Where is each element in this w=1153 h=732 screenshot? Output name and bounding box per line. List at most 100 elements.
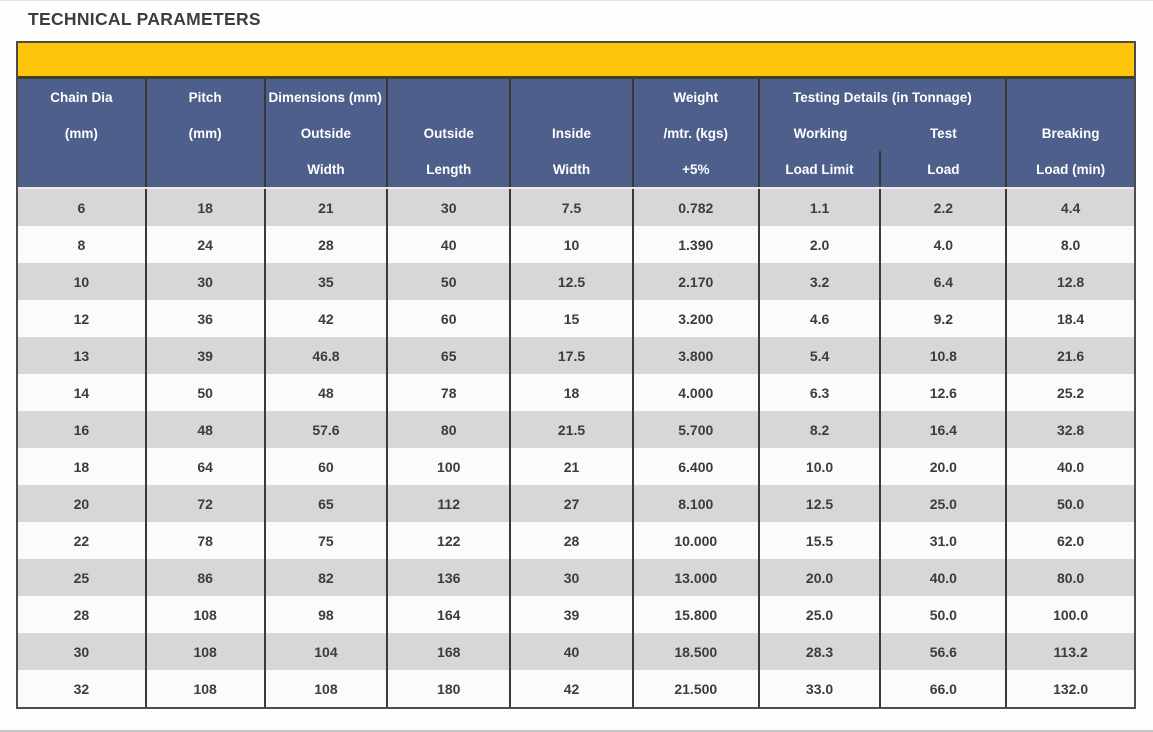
table-cell: 104 xyxy=(266,633,389,670)
table-cell: 78 xyxy=(147,522,266,559)
table-cell: 12.6 xyxy=(881,374,1008,411)
table-cell: 3.2 xyxy=(760,263,882,300)
table-cell: 32.8 xyxy=(1056,421,1085,438)
table-cell: 65 xyxy=(266,485,389,522)
table-cell: 4.6 xyxy=(760,300,882,337)
table-cell: 21.6 xyxy=(1056,347,1085,364)
table-cell: 18 xyxy=(18,448,147,485)
table-cell: 31.0 xyxy=(881,522,1008,559)
table-cell: 2.2 xyxy=(881,189,1008,226)
table-cell: 108 xyxy=(147,633,266,670)
table-cell: 56.6 xyxy=(881,633,1008,670)
table-cell: 30 xyxy=(388,189,512,226)
table-cell: 15.5 xyxy=(760,522,882,559)
header-weight: Weight xyxy=(634,79,760,115)
table-cell: 108 xyxy=(266,670,389,707)
table-row: 16 48 57.6 80 21.5 5.700 8.2 16.4 32.8 xyxy=(18,411,1134,448)
table-cell: 48 xyxy=(147,411,266,448)
header-outside-width-line1: Outside xyxy=(266,115,389,151)
table-cell: 48 xyxy=(266,374,389,411)
header-outside-width-line2: Width xyxy=(266,151,389,187)
table-cell: 168 xyxy=(388,633,512,670)
table-cell: 20.0 xyxy=(881,448,1008,485)
table-row: 8 24 28 40 10 1.390 2.0 4.0 8.0 xyxy=(18,226,1134,263)
table-cell: 82 xyxy=(266,559,389,596)
table-cell: 80.0 xyxy=(1056,569,1085,586)
table-cell: 5.700 xyxy=(634,411,760,448)
table-cell: 10.0 xyxy=(760,448,882,485)
table-cell: 30 xyxy=(147,263,266,300)
table-cell: 100 xyxy=(388,448,512,485)
table-cell: 30 xyxy=(18,633,147,670)
table-cell: 1.1 xyxy=(760,189,882,226)
table-cell: 7.5 xyxy=(511,189,634,226)
table-cell: 6.4 xyxy=(881,263,1008,300)
table-cell: 112 xyxy=(388,485,512,522)
table-row: 20 72 65 112 27 8.100 12.5 25.0 50.0 xyxy=(18,485,1134,522)
header-test-line1: Test xyxy=(881,115,1008,151)
table-cell: 42 xyxy=(266,300,389,337)
table-cell: 50.0 xyxy=(1056,495,1085,512)
table-cell: 33.0 xyxy=(760,670,882,707)
table-cell: 122 xyxy=(388,522,512,559)
table-cell: 12.5 xyxy=(760,485,882,522)
table-cell: 36 xyxy=(147,300,266,337)
table-cell: 2.170 xyxy=(634,263,760,300)
table-cell: 25 xyxy=(18,559,147,596)
header-spacer xyxy=(388,79,512,115)
table-cell: 17.5 xyxy=(511,337,634,374)
table-cell: 86 xyxy=(147,559,266,596)
table-cell: 22 xyxy=(18,522,147,559)
table-cell: 80 xyxy=(388,411,512,448)
table-cell: 10.000 xyxy=(634,522,760,559)
table-cell: 4.0 xyxy=(881,226,1008,263)
header-pitch: Pitch xyxy=(147,79,266,115)
table-cell: 18 xyxy=(511,374,634,411)
table-cell: 18.4 xyxy=(1056,310,1085,327)
table-cell: 6 xyxy=(18,189,147,226)
table-cell: 16 xyxy=(18,411,147,448)
table-cell: 66.0 xyxy=(881,670,1008,707)
table-cell: 15.800 xyxy=(634,596,760,633)
table-cell: 40.0 xyxy=(1056,458,1085,475)
header-working-line1: Working xyxy=(793,125,848,141)
table-row: 10 30 35 50 12.5 2.170 3.2 6.4 12.8 xyxy=(18,263,1134,300)
header-weight-tolerance: +5% xyxy=(634,151,760,187)
table-cell: 25.0 xyxy=(760,596,882,633)
table-cell: 100.0 xyxy=(1053,606,1089,623)
table-cell: 20 xyxy=(18,485,147,522)
table-cell: 8.0 xyxy=(1060,236,1081,253)
table-row: 30 108 104 168 40 18.500 28.3 56.6 113.2 xyxy=(18,633,1134,670)
table-cell: 28.3 xyxy=(760,633,882,670)
page-title: TECHNICAL PARAMETERS xyxy=(28,9,261,29)
yellow-banner xyxy=(18,43,1134,79)
table-row: 13 39 46.8 65 17.5 3.800 5.4 10.8 21.6 xyxy=(18,337,1134,374)
table-cell: 136 xyxy=(388,559,512,596)
table-cell: 24 xyxy=(147,226,266,263)
table-cell: 8.100 xyxy=(634,485,760,522)
table-cell: 12.8 xyxy=(1056,273,1085,290)
table-cell: 20.0 xyxy=(760,559,882,596)
table-cell: 72 xyxy=(147,485,266,522)
table-cell: 164 xyxy=(388,596,512,633)
table-cell: 15 xyxy=(511,300,634,337)
table-cell: 113.2 xyxy=(1053,643,1088,660)
table-body: 6 18 21 30 7.5 0.782 1.1 2.2 4.4 8 24 28 40 10 1.390 2.… xyxy=(18,189,1134,707)
table-cell: 62.0 xyxy=(1056,532,1085,549)
table-cell: 40.0 xyxy=(881,559,1008,596)
table-cell: 6.400 xyxy=(634,448,760,485)
table-cell: 2.0 xyxy=(760,226,882,263)
table-cell: 30 xyxy=(511,559,634,596)
table-cell: 3.200 xyxy=(634,300,760,337)
table-cell: 108 xyxy=(147,596,266,633)
table-cell: 180 xyxy=(388,670,512,707)
table-cell: 21.500 xyxy=(634,670,760,707)
table-cell: 25.0 xyxy=(881,485,1008,522)
table-cell: 12 xyxy=(18,300,147,337)
table-cell: 14 xyxy=(18,374,147,411)
header-inside-width-line1: Inside xyxy=(511,115,634,151)
table-cell: 27 xyxy=(511,485,634,522)
table-cell: 40 xyxy=(388,226,512,263)
header-spacer xyxy=(18,151,147,187)
